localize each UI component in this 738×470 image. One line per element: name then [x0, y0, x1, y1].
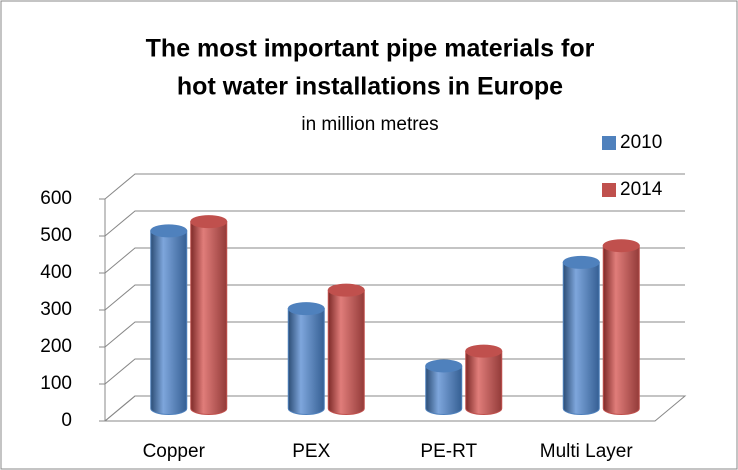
y-tick-label: 0	[61, 410, 72, 431]
bar-body	[425, 365, 463, 415]
x-tick-label: PE-RT	[420, 441, 477, 462]
x-tick-label: Multi Layer	[540, 441, 634, 462]
bar	[425, 359, 463, 415]
y-tick-label: 300	[40, 299, 72, 320]
bar-top	[425, 359, 463, 373]
chart-title: The most important pipe materials for	[146, 35, 595, 63]
bar-body	[327, 289, 365, 415]
legend-swatch	[602, 136, 616, 150]
bar	[602, 239, 640, 415]
legend-label: 2010	[620, 132, 662, 153]
bar-body	[287, 308, 325, 415]
bar-body	[150, 230, 188, 415]
grid-line	[104, 173, 685, 200]
bar-top	[465, 344, 503, 358]
bar-top	[287, 302, 325, 316]
bar	[465, 344, 503, 415]
x-tick-label: PEX	[292, 441, 330, 462]
grid-line	[104, 210, 685, 237]
bar	[562, 255, 600, 415]
chart-subtitle: in million metres	[301, 114, 438, 135]
bar-body	[562, 261, 600, 415]
bar	[327, 283, 365, 415]
bar-top	[327, 283, 365, 297]
y-tick-label: 500	[40, 225, 72, 246]
bar-top	[562, 255, 600, 269]
y-tick-label: 200	[40, 336, 72, 357]
y-tick-label: 400	[40, 262, 72, 283]
grid-line	[104, 321, 685, 348]
chart-title: hot water installations in Europe	[177, 73, 563, 101]
grid-line	[104, 247, 685, 274]
bar	[190, 215, 228, 415]
y-tick-label: 100	[40, 373, 72, 394]
bar	[287, 302, 325, 415]
bar-body	[602, 245, 640, 415]
bar-body	[190, 221, 228, 415]
legend-swatch	[602, 183, 616, 197]
grid-line	[104, 284, 685, 311]
bar-top	[190, 215, 228, 229]
bar-top	[602, 239, 640, 253]
bar	[150, 224, 188, 415]
legend-label: 2014	[620, 179, 663, 200]
bar-body	[465, 350, 503, 415]
y-tick-label: 600	[40, 188, 72, 209]
x-tick-label: Copper	[143, 441, 206, 462]
bar-top	[150, 224, 188, 238]
